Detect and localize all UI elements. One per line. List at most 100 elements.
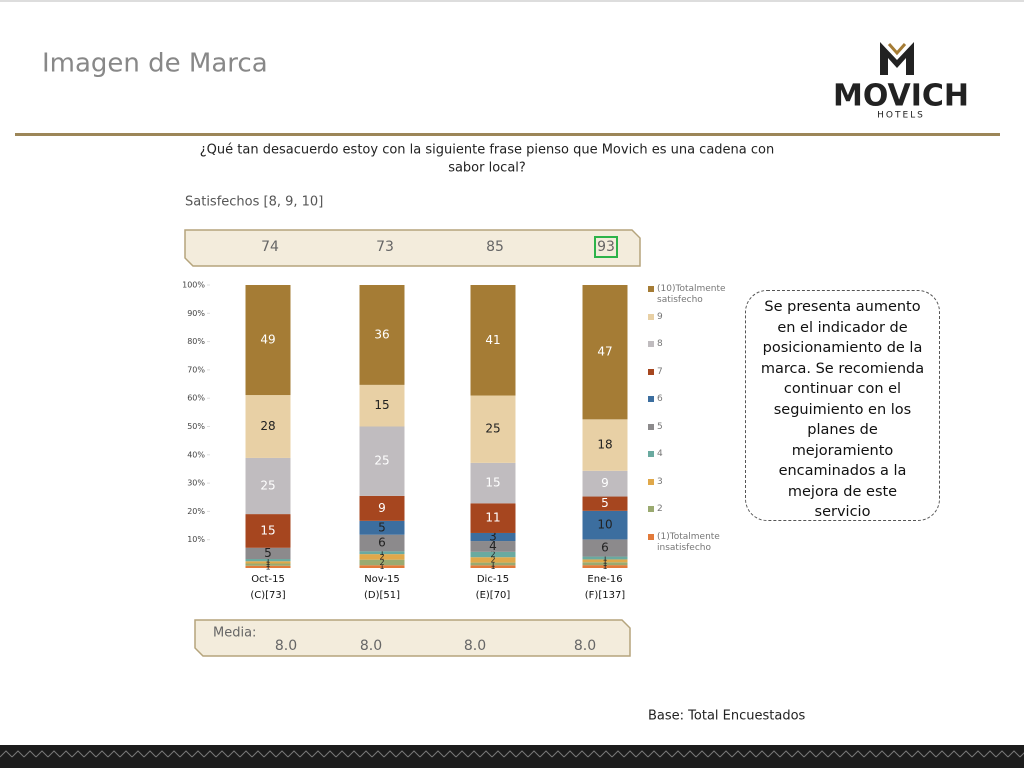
- bar-segment: [245, 561, 291, 564]
- data-label: 10: [597, 518, 612, 532]
- satisfied-label: Satisfechos [8, 9, 10]: [185, 195, 323, 210]
- legend-item: 7: [648, 367, 735, 378]
- highlight-box: [594, 236, 618, 258]
- bar-segment: [470, 285, 516, 396]
- x-tick-note: (F)[137]: [585, 590, 626, 601]
- bar-segment: [582, 539, 628, 557]
- data-label: 15: [485, 476, 500, 490]
- question: sabor local?: [448, 161, 526, 176]
- bar-segment: [245, 457, 291, 515]
- legend-item: 9: [648, 312, 735, 323]
- bar-segment: [245, 563, 291, 566]
- y-tick-label: 90%: [187, 309, 205, 318]
- bar-segment: [359, 565, 405, 568]
- x-tick-note: (D)[51]: [364, 590, 400, 601]
- data-label: 28: [260, 419, 275, 433]
- bar-segment: [582, 510, 628, 540]
- legend-item: 3: [648, 477, 735, 488]
- legend-item: 2: [648, 504, 735, 515]
- bar-segment: [582, 565, 628, 568]
- bar-segment: [470, 503, 516, 533]
- media-value: 8.0: [464, 638, 486, 654]
- bar-segment: [245, 547, 291, 560]
- bar-segment: [470, 395, 516, 463]
- data-label: 11: [485, 511, 500, 525]
- data-label: 5: [601, 496, 609, 510]
- y-tick-label: 80%: [187, 337, 205, 346]
- bar-segment: [582, 559, 628, 563]
- y-tick-label: 30%: [187, 479, 205, 488]
- data-label: 2: [379, 552, 384, 561]
- data-label: 1: [379, 548, 384, 557]
- data-label: 18: [597, 438, 612, 452]
- bar-segment: [359, 495, 405, 521]
- data-label: 6: [601, 540, 609, 554]
- y-tick-label: 50%: [187, 422, 205, 431]
- media-value: 8.0: [275, 638, 297, 654]
- bar-segment: [359, 426, 405, 496]
- y-tick-label: 100%: [182, 281, 205, 290]
- data-label: 6: [378, 536, 386, 550]
- data-label: 1: [379, 562, 384, 571]
- data-label: 15: [260, 523, 275, 537]
- footer-pattern: [0, 750, 1024, 758]
- data-label: 1: [265, 558, 270, 567]
- logo-sub: HOTELS: [877, 111, 925, 121]
- y-tick-label: 10%: [187, 535, 205, 544]
- data-label: 1: [490, 559, 495, 568]
- data-label: 2: [490, 555, 495, 564]
- data-label: 25: [485, 422, 500, 436]
- data-label: 9: [378, 501, 386, 515]
- logo-icon: [880, 42, 914, 75]
- data-label: 4: [489, 539, 497, 553]
- data-label: 5: [378, 520, 386, 534]
- bar-segment: [470, 557, 516, 563]
- x-tick-label: Ene-16: [587, 574, 622, 585]
- satisfied-value: 73: [376, 239, 394, 255]
- media-label: Media:: [213, 626, 256, 641]
- media-value: 8.0: [574, 638, 596, 654]
- legend-swatch: [648, 396, 654, 402]
- legend-swatch: [648, 423, 654, 430]
- bar-segment: [245, 565, 291, 568]
- data-label: 41: [485, 333, 500, 347]
- legend-swatch: [648, 533, 654, 540]
- legend-swatch: [648, 506, 654, 512]
- bar-segment: [582, 285, 628, 420]
- y-tick-label: 60%: [187, 394, 205, 403]
- bar-segment: [582, 496, 628, 511]
- data-label: 49: [260, 333, 275, 347]
- bar-segment: [245, 514, 291, 548]
- data-label: 2: [490, 550, 495, 559]
- bar-segment: [359, 551, 405, 555]
- data-label: 5: [264, 546, 272, 560]
- y-tick-label: 70%: [187, 365, 205, 374]
- x-tick-note: (C)[73]: [250, 590, 285, 601]
- bar-segment: [582, 562, 628, 566]
- legend-item: 5: [648, 422, 735, 433]
- media-band: [194, 619, 631, 657]
- bar-segment: [359, 520, 405, 535]
- legend-swatch: [648, 478, 654, 485]
- data-label: 1: [602, 553, 607, 562]
- data-label: 25: [260, 479, 275, 493]
- data-label: 1: [602, 559, 607, 568]
- bar-segment: [359, 559, 405, 566]
- bar-segment: [359, 285, 405, 385]
- title: Imagen de Marca: [42, 49, 268, 79]
- data-label: 1: [602, 556, 607, 565]
- bar-segment: [470, 532, 516, 542]
- bar-segment: [470, 462, 516, 504]
- legend-item: (10)Totalmente satisfecho: [648, 284, 735, 306]
- legend-item: (1)Totalmente insatisfecho: [648, 532, 735, 554]
- y-tick-label: 20%: [187, 507, 205, 516]
- bar-segment: [245, 395, 291, 458]
- data-label: 1: [490, 562, 495, 571]
- bar-segment: [582, 419, 628, 471]
- legend-swatch: [648, 286, 654, 292]
- bar-segment: [470, 551, 516, 558]
- bar-segment: [470, 565, 516, 568]
- note: Se presenta aumento en el indicador de p…: [745, 290, 940, 521]
- legend-swatch: [648, 313, 654, 320]
